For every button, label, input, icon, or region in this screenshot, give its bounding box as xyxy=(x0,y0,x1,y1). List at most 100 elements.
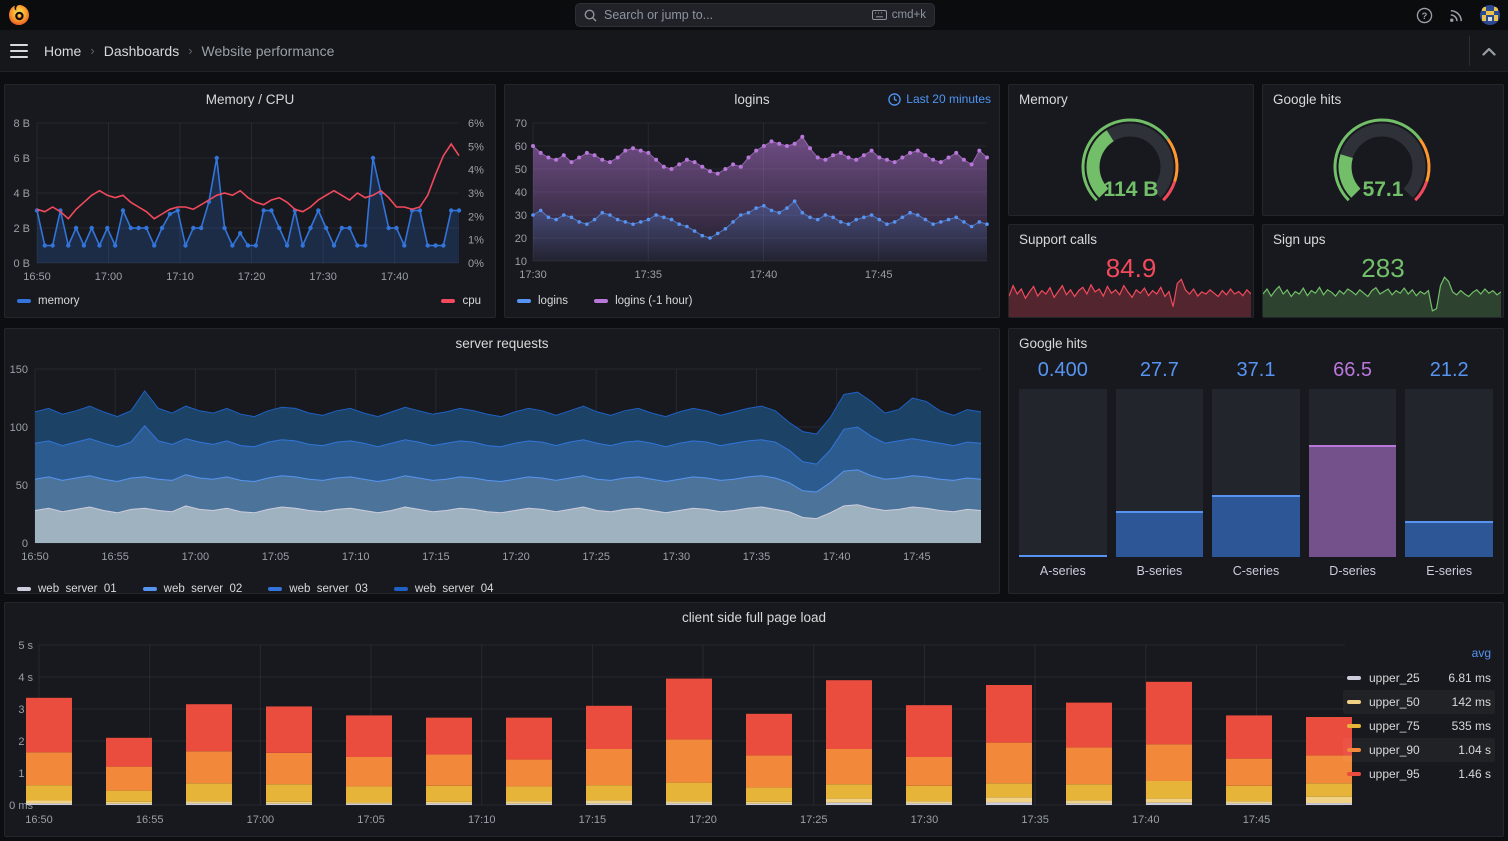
panel-title[interactable]: Google hits xyxy=(1019,336,1088,351)
panel-title[interactable]: Sign ups xyxy=(1273,232,1326,247)
svg-text:17:25: 17:25 xyxy=(800,814,828,826)
search-icon xyxy=(584,9,597,22)
svg-text:17:25: 17:25 xyxy=(582,551,610,563)
memory-cpu-chart[interactable]: 16:50 17:00 17:10 17:20 17:30 17:40 0 B 2 B 4 B 6… xyxy=(5,111,495,293)
user-avatar[interactable] xyxy=(1480,5,1500,25)
breadcrumb-home[interactable]: Home xyxy=(44,42,82,59)
svg-text:17:40: 17:40 xyxy=(750,269,778,281)
panel-title[interactable]: Support calls xyxy=(1019,232,1098,247)
svg-text:17:40: 17:40 xyxy=(381,271,409,283)
nav-row: Home › Dashboards › Website performance xyxy=(0,30,1508,72)
svg-text:16:50: 16:50 xyxy=(23,271,51,283)
panel-title[interactable]: logins xyxy=(734,92,770,107)
svg-text:17:00: 17:00 xyxy=(247,814,275,826)
bar-gauge-label: A-series xyxy=(1039,564,1086,578)
svg-text:4 s: 4 s xyxy=(18,672,33,684)
client-load-chart[interactable]: 16:50 16:55 17:00 17:05 17:10 17:15 17:20 17:25… xyxy=(5,629,1353,835)
svg-text:17:10: 17:10 xyxy=(342,551,370,563)
memory-gauge xyxy=(1081,118,1179,202)
svg-text:17:00: 17:00 xyxy=(95,271,123,283)
legend-item[interactable]: web_server_01 xyxy=(17,583,117,593)
svg-text:17:45: 17:45 xyxy=(1243,814,1271,826)
panel-title[interactable]: server requests xyxy=(455,336,549,351)
server-requests-chart[interactable]: 16:50 16:55 17:00 17:05 17:10 17:15 17:20 17:25… xyxy=(5,355,999,581)
news-rss-icon[interactable] xyxy=(1448,7,1465,24)
top-bar: Search or jump to... cmd+k ? xyxy=(0,0,1508,30)
svg-text:2%: 2% xyxy=(468,211,484,223)
legend-swatch xyxy=(441,299,456,303)
stat-value: 283 xyxy=(1361,253,1405,283)
legend-swatch xyxy=(17,587,31,591)
panel-title[interactable]: client side full page load xyxy=(681,610,827,625)
legend-swatch xyxy=(268,587,283,591)
svg-text:?: ? xyxy=(1422,10,1428,21)
svg-text:17:35: 17:35 xyxy=(634,269,662,281)
bar-gauge-label: C-series xyxy=(1232,564,1280,578)
keyboard-shortcut: cmd+k xyxy=(871,9,926,21)
legend-avg-value: 1.04 s xyxy=(1458,743,1491,757)
breadcrumb-dashboards[interactable]: Dashboards xyxy=(103,42,180,59)
bar-gauge-fill xyxy=(1019,555,1107,557)
legend-label: logins (-1 hour) xyxy=(615,295,693,307)
legend-swatch xyxy=(1347,724,1361,728)
legend-item[interactable]: web_server_04 xyxy=(393,583,494,593)
panel-title[interactable]: Google hits xyxy=(1273,92,1342,107)
svg-text:17:15: 17:15 xyxy=(422,551,450,563)
keyboard-icon xyxy=(871,10,887,20)
legend-swatch xyxy=(517,299,531,303)
svg-text:4%: 4% xyxy=(468,165,484,177)
svg-text:3%: 3% xyxy=(468,188,484,200)
memory-cpu-legend: memory cpu xyxy=(5,293,495,307)
panel-server-requests: server requests 16:50 16:55 17:00 17:05 17:1… xyxy=(4,328,1000,594)
bar-gauge-track xyxy=(1212,389,1300,557)
search-input[interactable]: Search or jump to... cmd+k xyxy=(575,3,935,27)
svg-text:16:55: 16:55 xyxy=(136,814,164,826)
panel-title[interactable]: Memory / CPU xyxy=(205,92,295,107)
grafana-logo-icon[interactable] xyxy=(8,4,30,26)
legend-row[interactable]: upper_75 535 ms xyxy=(1343,714,1495,738)
svg-text:16:55: 16:55 xyxy=(101,551,129,563)
svg-text:50: 50 xyxy=(16,480,28,492)
svg-text:6 B: 6 B xyxy=(13,153,30,165)
legend-row[interactable]: upper_25 6.81 ms xyxy=(1343,666,1495,690)
help-icon[interactable]: ? xyxy=(1416,7,1433,24)
breadcrumb: Home › Dashboards › Website performance xyxy=(44,43,334,59)
svg-text:17:45: 17:45 xyxy=(903,551,931,563)
logins-chart[interactable]: 10 20 30 40 50 60 70 17:30 17:35 17:40 17:45 xyxy=(505,111,999,293)
menu-toggle-icon[interactable] xyxy=(10,43,28,58)
svg-text:17:35: 17:35 xyxy=(1021,814,1049,826)
legend-row[interactable]: upper_50 142 ms xyxy=(1343,690,1495,714)
panel-title[interactable]: Memory xyxy=(1019,92,1068,107)
legend-item[interactable]: logins (-1 hour) xyxy=(594,295,692,307)
collapse-toolbar-icon[interactable] xyxy=(1482,47,1496,56)
bar-gauge-track xyxy=(1308,389,1397,557)
svg-text:17:30: 17:30 xyxy=(911,814,939,826)
bar-gauge-value: 37.1 xyxy=(1236,359,1276,381)
clock-icon xyxy=(888,92,902,106)
panel-time-range[interactable]: Last 20 minutes xyxy=(888,92,991,106)
svg-text:17:00: 17:00 xyxy=(182,551,210,563)
svg-text:16:50: 16:50 xyxy=(21,551,49,563)
legend-row[interactable]: upper_90 1.04 s xyxy=(1343,738,1495,762)
legend-item[interactable]: logins xyxy=(517,295,568,307)
legend-label: upper_50 xyxy=(1369,695,1420,709)
panel-client-load: client side full page load 16:50 16:55 17:… xyxy=(4,602,1504,837)
legend-avg-value: 6.81 ms xyxy=(1448,671,1491,685)
svg-text:17:15: 17:15 xyxy=(579,814,607,826)
svg-text:5%: 5% xyxy=(468,141,484,153)
legend-item[interactable]: web_server_03 xyxy=(268,583,368,593)
svg-text:17:30: 17:30 xyxy=(309,271,337,283)
svg-text:17:30: 17:30 xyxy=(663,551,691,563)
svg-text:30: 30 xyxy=(515,210,527,222)
bar-gauge-label: D-series xyxy=(1329,564,1376,578)
svg-text:17:05: 17:05 xyxy=(357,814,385,826)
bar-gauge-column: 0.400 A-series xyxy=(1019,359,1107,585)
legend-label: upper_75 xyxy=(1369,719,1420,733)
legend-item[interactable]: web_server_02 xyxy=(142,583,242,593)
legend-row[interactable]: upper_95 1.46 s xyxy=(1343,762,1495,786)
legend-item[interactable]: memory xyxy=(17,295,80,307)
svg-text:0 B: 0 B xyxy=(13,258,30,270)
svg-text:5 s: 5 s xyxy=(18,640,33,652)
legend-swatch xyxy=(1347,700,1361,704)
legend-item[interactable]: cpu xyxy=(441,295,481,307)
